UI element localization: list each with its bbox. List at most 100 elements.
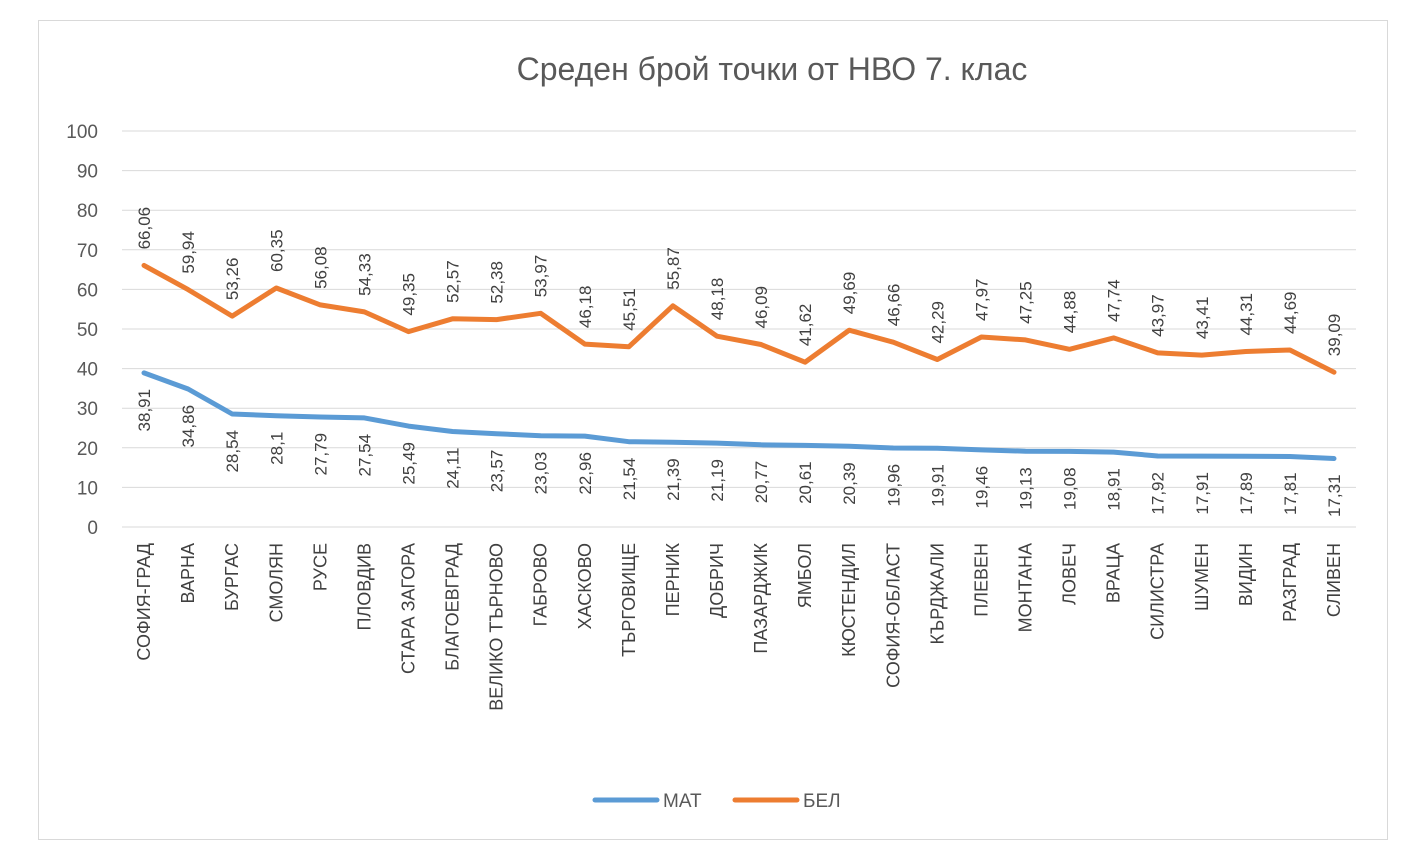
x-tick-label: ПЕРНИК bbox=[663, 542, 683, 616]
data-label-mat: 19,46 bbox=[972, 466, 991, 509]
data-label-bel: 49,35 bbox=[399, 273, 418, 316]
data-label-bel: 46,66 bbox=[884, 284, 903, 327]
data-label-mat: 18,91 bbox=[1105, 468, 1124, 511]
data-label-bel: 46,18 bbox=[576, 286, 595, 329]
x-tick-label: РУСЕ bbox=[310, 543, 330, 591]
x-tick-label: ГАБРОВО bbox=[531, 543, 551, 626]
data-label-mat: 17,31 bbox=[1325, 474, 1344, 517]
data-label-mat: 22,96 bbox=[576, 452, 595, 495]
data-label-bel: 55,87 bbox=[664, 247, 683, 290]
y-tick-label: 40 bbox=[77, 360, 98, 381]
x-tick-label: МОНТАНА bbox=[1015, 543, 1035, 632]
x-tick-label: КЪРДЖАЛИ bbox=[927, 543, 947, 645]
legend-label: МАТ bbox=[663, 791, 702, 812]
data-label-mat: 27,54 bbox=[355, 434, 374, 477]
y-tick-label: 30 bbox=[77, 399, 98, 420]
data-label-bel: 44,88 bbox=[1061, 291, 1080, 334]
data-label-mat: 28,1 bbox=[267, 432, 286, 465]
x-tick-label: ВИДИН bbox=[1236, 543, 1256, 606]
data-label-bel: 59,94 bbox=[179, 231, 198, 274]
data-label-mat: 19,08 bbox=[1061, 467, 1080, 510]
series-line-mat bbox=[141, 370, 1337, 461]
data-label-bel: 56,08 bbox=[311, 246, 330, 289]
x-tick-label: ВЕЛИКО ТЪРНОВО bbox=[487, 543, 507, 711]
data-label-mat: 19,96 bbox=[884, 464, 903, 507]
y-tick-label: 100 bbox=[66, 122, 98, 143]
x-tick-label: ШУМЕН bbox=[1192, 543, 1212, 611]
x-tick-label: БУРГАС bbox=[222, 543, 242, 611]
data-label-bel: 54,33 bbox=[355, 253, 374, 296]
x-tick-label: СМОЛЯН bbox=[266, 543, 286, 622]
x-tick-label: ВРАЦА bbox=[1104, 543, 1124, 603]
y-tick-label: 80 bbox=[77, 201, 98, 222]
data-label-bel: 44,69 bbox=[1281, 291, 1300, 334]
data-label-bel: 43,41 bbox=[1193, 297, 1212, 340]
x-tick-label: ЛОВЕЧ bbox=[1060, 543, 1080, 605]
data-label-bel: 52,57 bbox=[444, 260, 463, 303]
x-tick-label: ПАЗАРДЖИК bbox=[751, 542, 771, 653]
x-tick-label: СОФИЯ-ГРАД bbox=[134, 543, 154, 661]
data-label-bel: 46,09 bbox=[752, 286, 771, 329]
data-label-bel: 47,97 bbox=[972, 278, 991, 321]
data-label-bel: 48,18 bbox=[708, 278, 727, 321]
data-label-mat: 23,57 bbox=[488, 450, 507, 493]
series-line-bel bbox=[141, 262, 1337, 375]
data-label-bel: 49,69 bbox=[840, 272, 859, 315]
data-label-bel: 44,31 bbox=[1237, 293, 1256, 336]
data-label-bel: 39,09 bbox=[1325, 314, 1344, 357]
x-tick-label: ХАСКОВО bbox=[575, 543, 595, 629]
data-label-mat: 17,91 bbox=[1193, 472, 1212, 515]
chart-frame bbox=[38, 20, 1388, 840]
data-label-mat: 20,39 bbox=[840, 462, 859, 505]
data-label-mat: 21,19 bbox=[708, 459, 727, 502]
data-label-mat: 25,49 bbox=[399, 442, 418, 485]
x-tick-label: СЛИВЕН bbox=[1324, 543, 1344, 617]
data-label-mat: 20,61 bbox=[796, 461, 815, 504]
data-label-mat: 19,91 bbox=[928, 464, 947, 507]
data-label-mat: 21,54 bbox=[620, 458, 639, 501]
data-label-bel: 66,06 bbox=[135, 207, 154, 250]
data-label-mat: 27,79 bbox=[311, 433, 330, 476]
data-label-mat: 23,03 bbox=[532, 452, 551, 495]
data-label-bel: 41,62 bbox=[796, 304, 815, 347]
data-label-bel: 47,25 bbox=[1016, 281, 1035, 324]
data-label-mat: 24,11 bbox=[444, 448, 463, 489]
data-label-bel: 52,38 bbox=[488, 261, 507, 304]
data-label-bel: 53,26 bbox=[223, 258, 242, 301]
x-tick-label: СИЛИСТРА bbox=[1148, 543, 1168, 640]
x-tick-label: ПЛЕВЕН bbox=[971, 543, 991, 617]
x-tick-label: ЯМБОЛ bbox=[795, 543, 815, 608]
data-label-mat: 17,92 bbox=[1149, 472, 1168, 515]
y-tick-label: 90 bbox=[77, 162, 98, 183]
data-label-bel: 53,97 bbox=[532, 255, 551, 298]
x-tick-label: СОФИЯ-ОБЛАСТ bbox=[883, 543, 903, 688]
y-tick-label: 50 bbox=[77, 320, 98, 341]
x-tick-label: ПЛОВДИВ bbox=[354, 543, 374, 631]
data-label-bel: 47,74 bbox=[1105, 279, 1124, 322]
data-label-mat: 17,89 bbox=[1237, 472, 1256, 515]
x-tick-label: БЛАГОЕВГРАД bbox=[443, 543, 463, 671]
data-label-mat: 17,81 bbox=[1281, 472, 1300, 515]
y-tick-label: 0 bbox=[87, 518, 98, 539]
data-label-bel: 42,29 bbox=[928, 301, 947, 344]
data-label-bel: 60,35 bbox=[267, 229, 286, 272]
y-tick-label: 70 bbox=[77, 241, 98, 262]
data-label-mat: 28,54 bbox=[223, 430, 242, 473]
chart-title: Среден брой точки от НВО 7. клас bbox=[517, 51, 1028, 87]
data-label-mat: 20,77 bbox=[752, 461, 771, 504]
y-tick-label: 10 bbox=[77, 478, 98, 499]
x-tick-label: ДОБРИЧ bbox=[707, 543, 727, 618]
x-tick-label: КЮСТЕНДИЛ bbox=[839, 543, 859, 657]
data-label-mat: 34,86 bbox=[179, 405, 198, 448]
data-label-mat: 38,91 bbox=[135, 389, 154, 432]
data-label-mat: 19,13 bbox=[1016, 467, 1035, 510]
x-tick-label: ВАРНА bbox=[178, 543, 198, 603]
y-tick-label: 20 bbox=[77, 439, 98, 460]
y-tick-label: 60 bbox=[77, 280, 98, 301]
data-label-bel: 45,51 bbox=[620, 288, 639, 331]
x-tick-label: РАЗГРАД bbox=[1280, 543, 1300, 622]
x-tick-label: СТАРА ЗАГОРА bbox=[398, 543, 418, 674]
data-label-mat: 21,39 bbox=[664, 458, 683, 501]
data-label-bel: 43,97 bbox=[1149, 294, 1168, 337]
